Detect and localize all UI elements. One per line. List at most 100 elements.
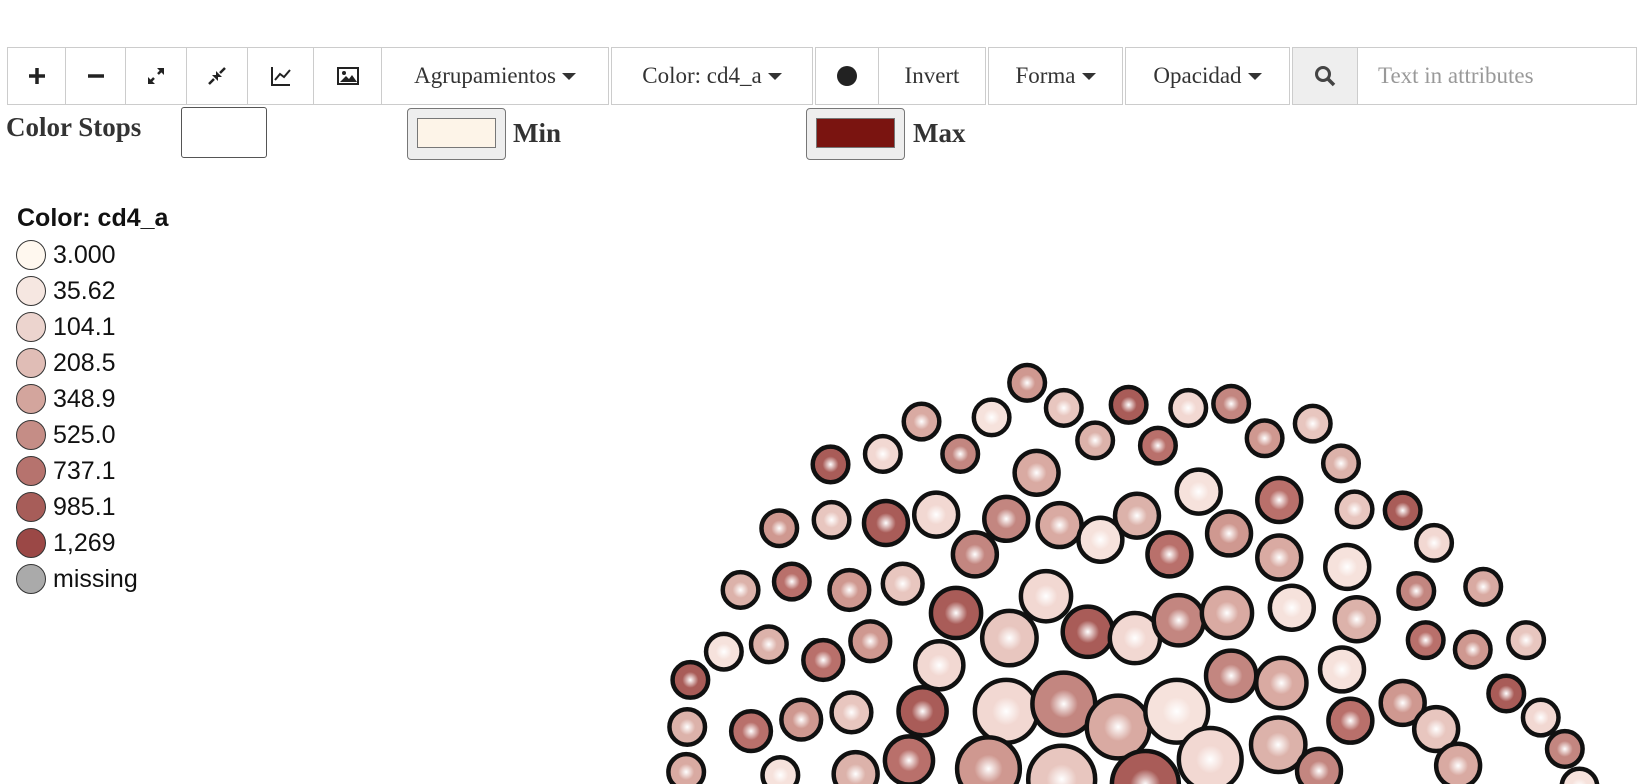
graph-node[interactable]: [1544, 728, 1585, 769]
graph-node[interactable]: [1043, 387, 1084, 428]
graph-node[interactable]: [703, 631, 744, 672]
graph-node[interactable]: [1255, 533, 1304, 582]
graph-node[interactable]: [759, 508, 800, 549]
graph-node[interactable]: [1267, 583, 1317, 632]
chart-button[interactable]: [247, 47, 314, 105]
graph-node[interactable]: [1076, 515, 1125, 564]
graph-node[interactable]: [1137, 425, 1178, 466]
zoom-in-button[interactable]: [7, 47, 66, 105]
graph-node[interactable]: [1174, 467, 1223, 516]
graph-node[interactable]: [1075, 420, 1116, 461]
graph-node[interactable]: [1199, 585, 1255, 641]
graph-node[interactable]: [670, 659, 711, 700]
shape-dropdown[interactable]: Forma: [988, 47, 1123, 105]
graph-node[interactable]: [1109, 748, 1182, 784]
graph-node[interactable]: [1255, 475, 1304, 525]
graph-node[interactable]: [950, 530, 1000, 579]
graph-node[interactable]: [666, 751, 707, 784]
search-input[interactable]: Text in attributes: [1357, 47, 1637, 105]
color-dropdown[interactable]: Color: cd4_a: [611, 47, 813, 105]
graph-node[interactable]: [1382, 490, 1423, 531]
graph-node[interactable]: [748, 624, 789, 665]
graph-node[interactable]: [811, 499, 852, 540]
graph-node[interactable]: [1108, 384, 1149, 425]
graph-node[interactable]: [1463, 566, 1504, 607]
graph-node[interactable]: [1433, 741, 1483, 784]
graph-node[interactable]: [882, 734, 936, 784]
graph-node[interactable]: [1520, 697, 1561, 738]
graph-node[interactable]: [1018, 568, 1074, 624]
graph-node[interactable]: [1334, 489, 1375, 530]
graph-node[interactable]: [1326, 696, 1375, 745]
graph-node[interactable]: [862, 433, 903, 474]
graph-node[interactable]: [896, 684, 949, 738]
graph-node[interactable]: [1323, 542, 1372, 592]
graph-node[interactable]: [1292, 403, 1333, 444]
graph-node[interactable]: [1244, 418, 1285, 459]
grouping-dropdown[interactable]: Agrupamientos: [381, 47, 609, 105]
graph-node[interactable]: [928, 585, 984, 641]
graph-node[interactable]: [1151, 592, 1207, 648]
graph-node[interactable]: [1203, 648, 1259, 704]
zoom-out-button[interactable]: [65, 47, 126, 105]
graph-node[interactable]: [1143, 677, 1211, 745]
graph-node[interactable]: [940, 433, 981, 474]
graph-node[interactable]: [829, 690, 874, 735]
graph-node[interactable]: [1559, 766, 1600, 784]
graph-node[interactable]: [979, 608, 1039, 668]
search-icon[interactable]: [1292, 47, 1358, 105]
graph-node[interactable]: [810, 444, 851, 485]
graph-node[interactable]: [972, 677, 1040, 745]
graph-node[interactable]: [1320, 443, 1362, 484]
compress-button[interactable]: [186, 47, 248, 105]
graph-node[interactable]: [1253, 655, 1309, 711]
graph-node[interactable]: [1317, 645, 1367, 694]
graph-node[interactable]: [1211, 383, 1252, 424]
min-color-button[interactable]: [407, 108, 506, 160]
node-button[interactable]: [815, 47, 879, 105]
graph-node[interactable]: [801, 637, 846, 683]
expand-button[interactable]: [125, 47, 187, 105]
graph-node[interactable]: [1025, 743, 1098, 784]
graph-node[interactable]: [1012, 448, 1061, 498]
graph-node[interactable]: [1007, 362, 1048, 403]
graph-node[interactable]: [827, 567, 872, 613]
graph-node[interactable]: [954, 735, 1023, 784]
graph-node[interactable]: [771, 561, 812, 602]
graph-node[interactable]: [720, 569, 761, 610]
graph-node[interactable]: [1414, 522, 1455, 563]
graph-node[interactable]: [1060, 604, 1116, 660]
graph-node[interactable]: [728, 709, 774, 754]
invert-button[interactable]: Invert: [878, 47, 986, 105]
graph-node[interactable]: [1506, 620, 1547, 661]
image-button[interactable]: [313, 47, 382, 105]
graph-node[interactable]: [1176, 725, 1244, 784]
graph-node[interactable]: [861, 498, 911, 548]
max-color-button[interactable]: [806, 108, 905, 160]
graph-node[interactable]: [1332, 595, 1381, 644]
graph-node[interactable]: [901, 401, 942, 442]
graph-node[interactable]: [1084, 693, 1152, 761]
graph-node[interactable]: [1145, 530, 1194, 579]
graph-node[interactable]: [1168, 387, 1209, 428]
color-stops-input[interactable]: [181, 107, 267, 158]
graph-node[interactable]: [1378, 678, 1427, 728]
graph-node[interactable]: [1396, 570, 1437, 612]
graph-node[interactable]: [1294, 746, 1344, 784]
graph-node[interactable]: [913, 638, 966, 692]
graph-node[interactable]: [1112, 491, 1162, 540]
graph-node[interactable]: [1486, 673, 1527, 714]
graph-node[interactable]: [971, 397, 1012, 438]
graph-node[interactable]: [1204, 509, 1254, 558]
graph-node[interactable]: [667, 706, 708, 748]
graph-node[interactable]: [1411, 704, 1461, 754]
graph-node[interactable]: [848, 619, 893, 664]
graph-node[interactable]: [760, 755, 801, 784]
graph-node[interactable]: [1452, 629, 1493, 670]
graph-node[interactable]: [1035, 500, 1084, 550]
graph-node[interactable]: [831, 749, 880, 784]
graph-node[interactable]: [982, 494, 1031, 544]
graph-node[interactable]: [779, 697, 824, 742]
opacity-dropdown[interactable]: Opacidad: [1125, 47, 1290, 105]
graph-node[interactable]: [880, 561, 925, 606]
